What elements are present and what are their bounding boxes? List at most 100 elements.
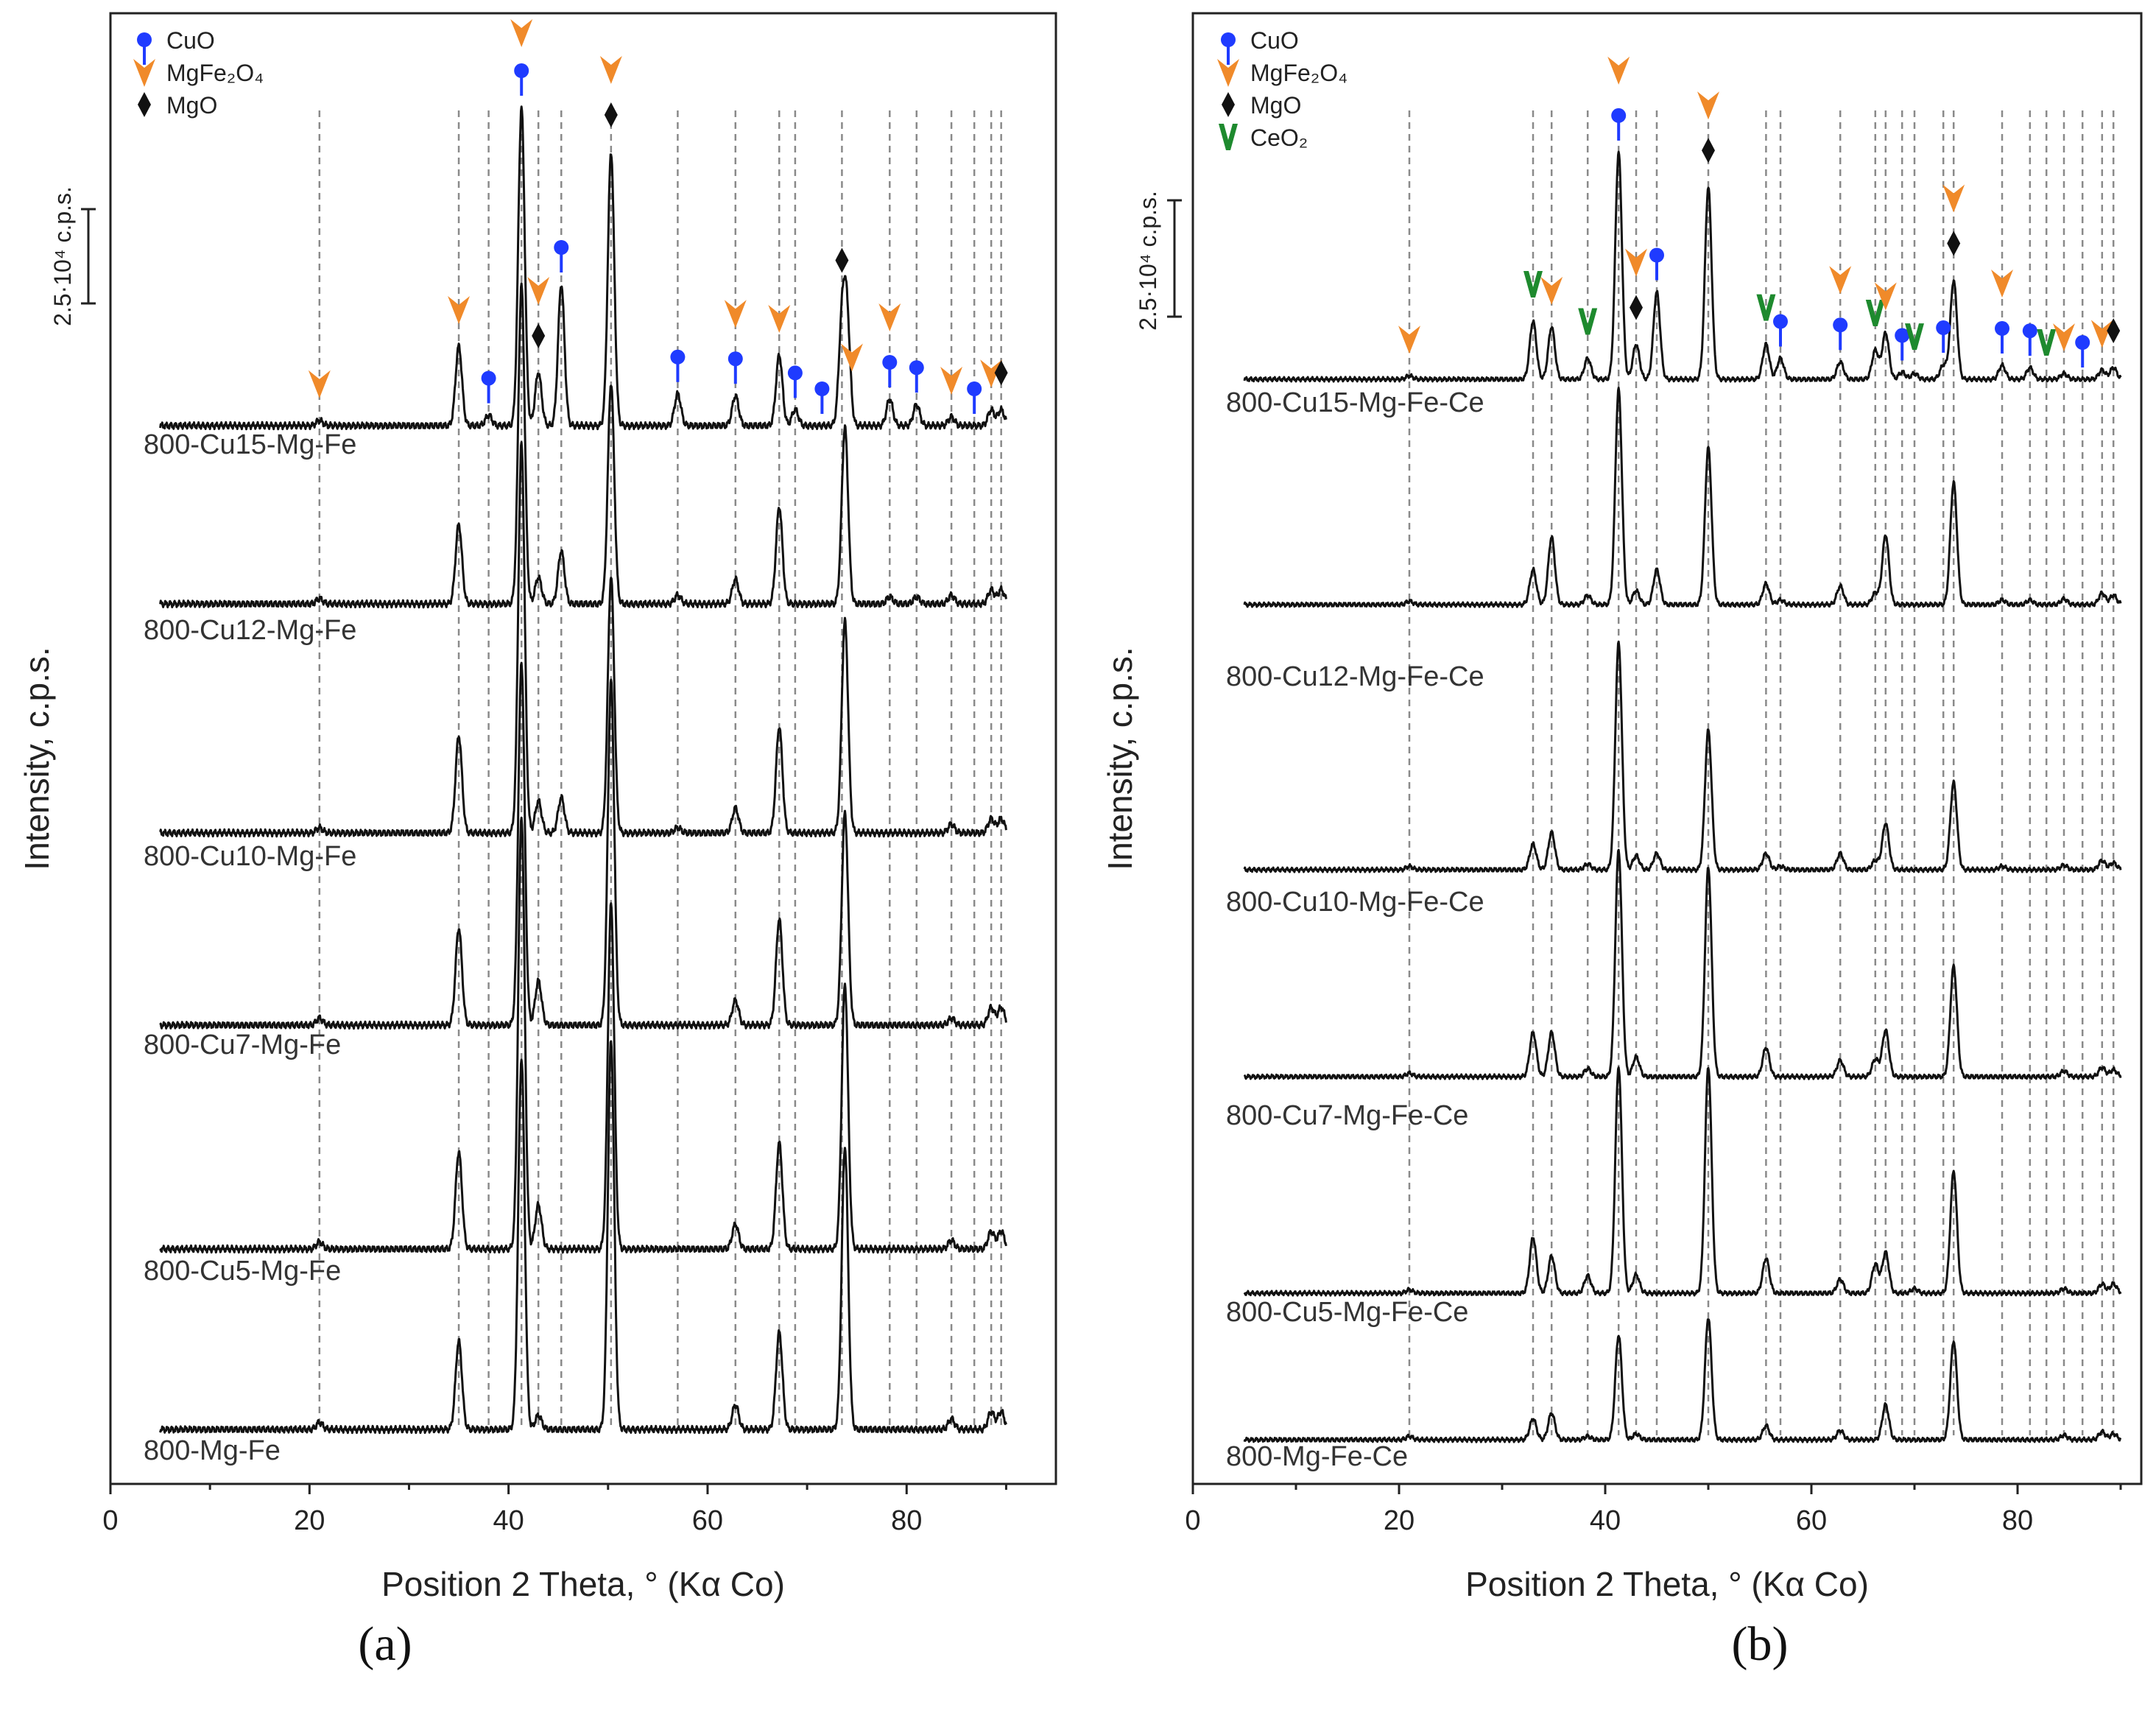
series-trace-2 xyxy=(159,282,1007,609)
cuo-marker xyxy=(481,370,496,404)
mgo-marker xyxy=(1947,231,1961,256)
scale-bar-label: 2.5·10⁴ c.p.s. xyxy=(49,186,76,326)
mgfe2o4-marker xyxy=(527,276,550,305)
x-tick-label: 0 xyxy=(102,1505,118,1536)
series-trace-1 xyxy=(1243,150,2122,383)
x-tick-label: 80 xyxy=(2002,1505,2033,1536)
x-tick-label: 80 xyxy=(891,1505,922,1536)
series-trace-5 xyxy=(1243,1066,2122,1297)
cuo-marker xyxy=(1773,314,1788,347)
mgfe2o4-marker xyxy=(599,56,622,84)
ceo2-marker xyxy=(1578,308,1598,335)
series-trace-6 xyxy=(159,1040,1007,1435)
legend-cuo-icon xyxy=(1221,32,1236,65)
series-label: 800-Mg-Fe-Ce xyxy=(1226,1441,1408,1472)
plot-frame xyxy=(1191,12,2143,1485)
mgo-marker xyxy=(835,247,849,273)
cuo-marker xyxy=(670,349,686,382)
mgfe2o4-marker xyxy=(878,303,901,331)
legend-label: CuO xyxy=(166,27,215,54)
series-trace-3 xyxy=(1243,640,2122,873)
mgfe2o4-marker xyxy=(1607,56,1630,85)
legend-label: MgFe₂O₄ xyxy=(1250,60,1348,86)
mgfe2o4-marker xyxy=(1625,248,1647,277)
series-trace-2 xyxy=(1243,387,2122,608)
series-label: 800-Cu10-Mg-Fe-Ce xyxy=(1226,887,1484,918)
x-axis-label: Position 2 Theta, ° (Kα Co) xyxy=(381,1565,785,1603)
cuo-marker xyxy=(909,360,924,393)
cuo-marker xyxy=(1895,328,1910,361)
cuo-marker xyxy=(1833,317,1848,351)
cuo-marker xyxy=(967,381,982,414)
mgfe2o4-marker xyxy=(940,367,963,395)
series-label: 800-Cu12-Mg-Fe xyxy=(144,615,356,646)
cuo-marker xyxy=(728,351,743,384)
series-label: 800-Cu7-Mg-Fe-Ce xyxy=(1226,1100,1468,1131)
ceo2-marker xyxy=(1523,271,1543,298)
ceo2-marker xyxy=(1865,300,1885,327)
mgfe2o4-marker xyxy=(1398,326,1420,354)
legend-label: MgFe₂O₄ xyxy=(166,60,264,86)
cuo-marker xyxy=(2022,323,2037,356)
mgfe2o4-marker xyxy=(724,300,747,328)
cuo-marker xyxy=(814,381,830,414)
series-label: 800-Cu15-Mg-Fe-Ce xyxy=(1226,387,1484,418)
ceo2-marker xyxy=(2037,328,2057,356)
mgfe2o4-marker xyxy=(1829,266,1852,295)
mgfe2o4-marker xyxy=(1991,270,2013,298)
legend-ceo2-icon xyxy=(1219,124,1238,150)
series-trace-5 xyxy=(159,816,1007,1254)
mgo-marker xyxy=(1630,295,1643,320)
plot-frame xyxy=(109,12,1057,1485)
series-label: 800-Cu10-Mg-Fe xyxy=(144,841,356,872)
mgfe2o4-marker xyxy=(2053,323,2075,352)
legend-mgo-icon xyxy=(138,92,151,117)
scale-bar-label: 2.5·10⁴ c.p.s. xyxy=(1135,191,1161,331)
mgo-marker xyxy=(1702,138,1715,163)
mgfe2o4-marker xyxy=(980,359,1003,388)
series-label: 800-Cu15-Mg-Fe xyxy=(144,429,356,460)
legend-mgo-icon xyxy=(1222,92,1235,117)
series-label: 800-Mg-Fe xyxy=(144,1435,281,1466)
cuo-marker xyxy=(554,240,569,272)
cuo-marker xyxy=(787,365,803,398)
panel-label: (b) xyxy=(1732,1617,1789,1671)
mgfe2o4-marker xyxy=(1942,184,1965,213)
legend-label: CeO₂ xyxy=(1250,124,1308,151)
mgfe2o4-marker xyxy=(510,19,533,47)
panel-b-chart: 0 20 40 60 80 Position 2 Theta, ° (Kα Co) Inte… xyxy=(1101,12,2143,1671)
cuo-marker xyxy=(1611,108,1627,141)
mgfe2o4-marker xyxy=(308,370,331,398)
x-tick-label: 60 xyxy=(1796,1505,1827,1536)
ceo2-marker xyxy=(1756,294,1776,321)
legend-mgfe2o4-icon xyxy=(1217,59,1239,87)
mgfe2o4-marker xyxy=(1697,91,1719,120)
mgfe2o4-marker xyxy=(1874,282,1897,311)
series-trace-4 xyxy=(159,661,1007,1030)
mgfe2o4-marker xyxy=(2090,320,2113,348)
x-tick-label: 20 xyxy=(294,1505,325,1536)
series-label: 800-Cu12-Mg-Fe-Ce xyxy=(1226,661,1484,692)
legend-cuo-icon xyxy=(137,32,152,65)
mgo-marker xyxy=(532,323,546,348)
mgfe2o4-marker xyxy=(1540,276,1563,305)
x-axis-label: Position 2 Theta, ° (Kα Co) xyxy=(1465,1565,1869,1603)
panel-label: (a) xyxy=(358,1617,412,1671)
mgo-marker xyxy=(994,360,1008,386)
legend-label: MgO xyxy=(166,92,217,119)
x-tick-label: 40 xyxy=(1590,1505,1621,1536)
mgfe2o4-marker xyxy=(448,296,471,324)
series-trace-4 xyxy=(1243,848,2122,1080)
mgo-marker xyxy=(604,102,618,127)
cuo-marker xyxy=(514,63,529,96)
series-label: 800-Cu7-Mg-Fe xyxy=(144,1030,341,1060)
cuo-marker xyxy=(1995,321,2009,354)
x-tick-label: 20 xyxy=(1384,1505,1415,1536)
cuo-marker xyxy=(1936,320,1951,353)
mgo-marker xyxy=(2107,318,2121,344)
series-trace-6 xyxy=(1243,1318,2122,1443)
x-tick-label: 60 xyxy=(692,1505,723,1536)
panel-a-chart: 0 20 40 60 80 Position 2 Theta, ° (Kα Co) Inte… xyxy=(18,12,1057,1671)
cuo-marker xyxy=(1649,247,1664,281)
